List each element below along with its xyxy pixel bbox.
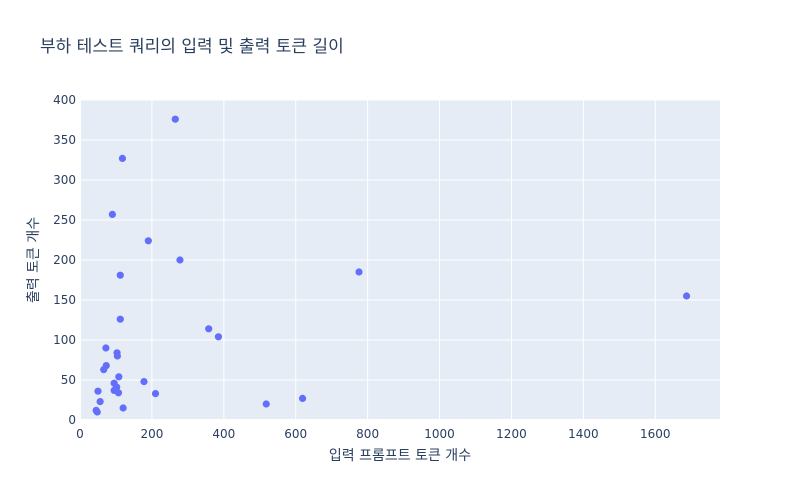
data-point (100, 366, 108, 374)
x-tick-label: 0 (76, 427, 84, 441)
data-point (144, 237, 152, 245)
data-point (682, 292, 691, 300)
y-tick-label: 300 (53, 173, 76, 187)
y-axis-title: 출력 토큰 개수 (26, 217, 42, 303)
y-tick-label: 100 (53, 333, 76, 347)
y-tick-label: 400 (53, 93, 76, 107)
data-point (114, 389, 123, 397)
data-point (262, 400, 270, 408)
x-tick-label: 400 (212, 427, 235, 441)
data-point (116, 271, 124, 279)
x-axis-ticks: 0 200 400 600 800 1000 1200 1400 1600 (76, 427, 670, 441)
y-tick-label: 150 (53, 293, 76, 307)
x-tick-label: 600 (284, 427, 307, 441)
data-point (102, 344, 110, 352)
data-point (355, 268, 363, 276)
y-tick-label: 350 (53, 133, 76, 147)
y-tick-label: 250 (53, 213, 76, 227)
data-point (118, 154, 127, 162)
data-point (115, 373, 123, 381)
gridlines (79, 99, 720, 421)
y-tick-label: 200 (53, 253, 76, 267)
x-tick-label: 1000 (424, 427, 455, 441)
x-tick-label: 1400 (568, 427, 599, 441)
data-point (140, 378, 148, 386)
data-point (113, 352, 121, 360)
x-axis-title: 입력 프롬프트 토큰 개수 (329, 448, 471, 464)
data-point (171, 115, 179, 123)
data-point (119, 404, 127, 412)
chart-title: 부하 테스트 쿼리의 입력 및 출력 토큰 길이 (40, 37, 344, 57)
data-point (205, 325, 213, 333)
data-point (116, 315, 124, 323)
x-tick-label: 800 (356, 427, 379, 441)
data-point (151, 390, 160, 398)
x-tick-label: 1600 (640, 427, 671, 441)
y-tick-label: 0 (68, 413, 76, 427)
data-point (176, 256, 184, 264)
data-points (92, 115, 691, 416)
data-point (93, 408, 101, 416)
data-point (96, 398, 104, 406)
x-tick-label: 200 (140, 427, 163, 441)
data-point (214, 333, 223, 341)
data-point (108, 210, 116, 218)
y-axis-ticks: 0 50 100 150 200 250 300 350 400 (53, 93, 76, 427)
data-point (94, 387, 102, 395)
y-tick-label: 50 (61, 373, 76, 387)
x-tick-label: 1200 (496, 427, 527, 441)
data-point (298, 394, 307, 402)
